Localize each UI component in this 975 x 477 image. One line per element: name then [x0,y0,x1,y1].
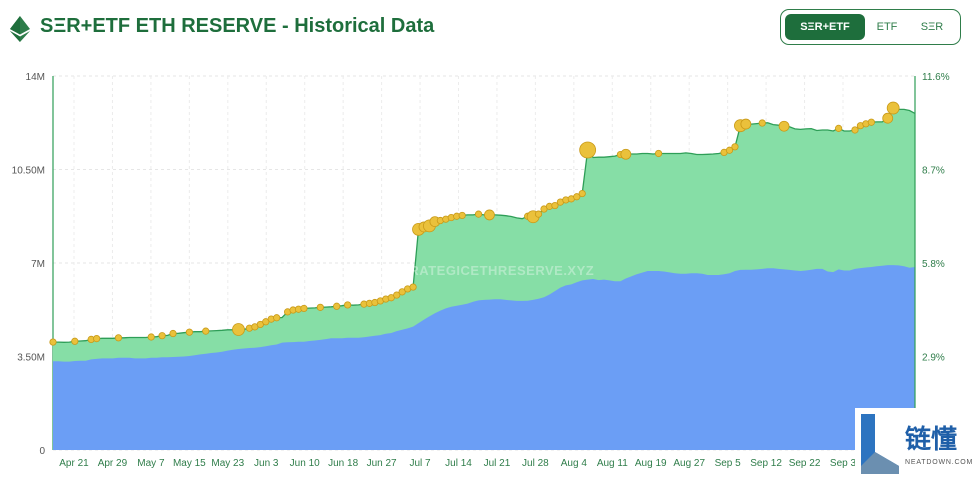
purchase-marker[interactable] [458,211,466,220]
badge-subtext: NEATDOWN.COM [905,459,973,466]
purchase-marker[interactable] [578,189,586,198]
y-axis-right: 2.9% 5.8% 8.7% 11.6% [922,72,950,364]
toggle-ser-etf-button[interactable]: SΞR+ETF [785,14,865,40]
purchase-marker[interactable] [778,120,790,132]
purchase-marker[interactable] [49,338,57,346]
y-tick-label-right: 5.8% [922,259,945,270]
purchase-marker[interactable] [654,149,663,158]
x-tick-label: Sep 22 [789,458,821,469]
series-toggle: SΞR+ETF ETF SΞR [780,9,961,45]
purchase-marker[interactable] [551,201,559,210]
x-tick-label: Aug 4 [561,458,588,469]
x-axis: Apr 21 Apr 29 May 7 May 15 May 23 Jun 3 Jun 10… [59,458,856,469]
purchase-marker[interactable] [882,112,894,124]
toggle-etf-button[interactable]: ETF [876,21,898,33]
purchase-marker[interactable] [93,335,101,343]
x-tick-label: Jun 27 [367,458,397,469]
purchase-marker[interactable] [393,291,401,299]
x-tick-label: Jun 10 [290,458,320,469]
purchase-marker[interactable] [202,327,210,335]
purchase-marker[interactable] [300,304,308,313]
purchase-marker[interactable] [398,288,406,296]
purchase-marker[interactable] [158,332,166,340]
x-tick-label: Apr 29 [98,458,128,469]
page-title: SΞR+ETF ETH RESERVE - Historical Data [40,15,435,37]
y-tick-label-left: 7M [31,259,45,270]
neatdown-badge: 链懂 NEATDOWN.COM [855,408,975,477]
y-tick-label-left: 0 [39,446,45,457]
purchase-marker[interactable] [731,143,739,151]
x-tick-label: Aug 27 [673,458,705,469]
y-tick-label-right: 8.7% [922,166,945,177]
x-tick-label: May 7 [137,458,165,469]
y-tick-label-left: 10.50M [12,166,45,177]
purchase-marker[interactable] [232,323,245,336]
purchase-marker[interactable] [886,101,900,115]
purchase-marker[interactable] [534,210,543,218]
ethereum-icon [10,16,30,42]
y-tick-label-right: 2.9% [922,353,945,364]
x-tick-label: Aug 19 [635,458,667,469]
badge-text: 链懂 [905,424,957,455]
chart-watermark: STRATEGICETHRESERVE.XYZ [392,263,594,278]
x-tick-label: Jun 3 [254,458,279,469]
ser-line [53,107,916,343]
toggle-ser-button[interactable]: SΞR [920,21,944,33]
purchase-marker[interactable] [573,193,581,201]
purchase-marker[interactable] [169,329,177,338]
ser-purchase-markers [49,101,900,346]
purchase-marker[interactable] [474,210,483,218]
purchase-marker[interactable] [316,303,324,311]
x-tick-label: Jul 14 [445,458,472,469]
y-tick-label-right: 11.6% [922,72,950,83]
purchase-marker[interactable] [835,124,843,132]
purchase-marker[interactable] [758,119,766,127]
x-tick-label: Aug 11 [597,458,628,469]
purchase-marker[interactable] [273,314,281,322]
x-tick-label: Jul 28 [522,458,549,469]
purchase-marker[interactable] [147,333,155,341]
y-tick-label-left: 3.50M [17,353,45,364]
x-tick-label: Sep 3 [830,458,857,469]
etf-area [53,265,915,450]
purchase-marker[interactable] [344,301,352,309]
purchase-marker[interactable] [740,118,752,130]
x-tick-label: May 15 [173,458,206,469]
x-tick-label: Sep 5 [715,458,742,469]
reserve-area-chart: STRATEGICETHRESERVE.XYZ 0 3.50M 7M 10.50M 14… [12,72,950,469]
x-tick-label: May 23 [211,458,244,469]
y-tick-label-left: 14M [26,72,45,83]
purchase-marker[interactable] [185,328,193,336]
purchase-marker[interactable] [725,146,734,154]
purchase-marker[interactable] [409,283,417,291]
purchase-marker[interactable] [71,337,79,345]
chart-header: SΞR+ETF ETH RESERVE - Historical Data SΞ… [0,0,975,60]
purchase-marker[interactable] [867,118,875,126]
x-tick-label: Apr 21 [59,458,89,469]
purchase-marker[interactable] [851,126,859,134]
x-tick-label: Jul 7 [409,458,431,469]
y-axis-left: 0 3.50M 7M 10.50M 14M [12,72,46,457]
x-tick-label: Sep 12 [750,458,782,469]
purchase-marker[interactable] [114,334,123,342]
x-tick-label: Jul 21 [484,458,511,469]
purchase-marker[interactable] [620,148,632,160]
purchase-marker[interactable] [579,141,597,159]
purchase-marker[interactable] [333,302,341,310]
purchase-marker[interactable] [484,209,495,221]
x-tick-label: Jun 18 [328,458,358,469]
